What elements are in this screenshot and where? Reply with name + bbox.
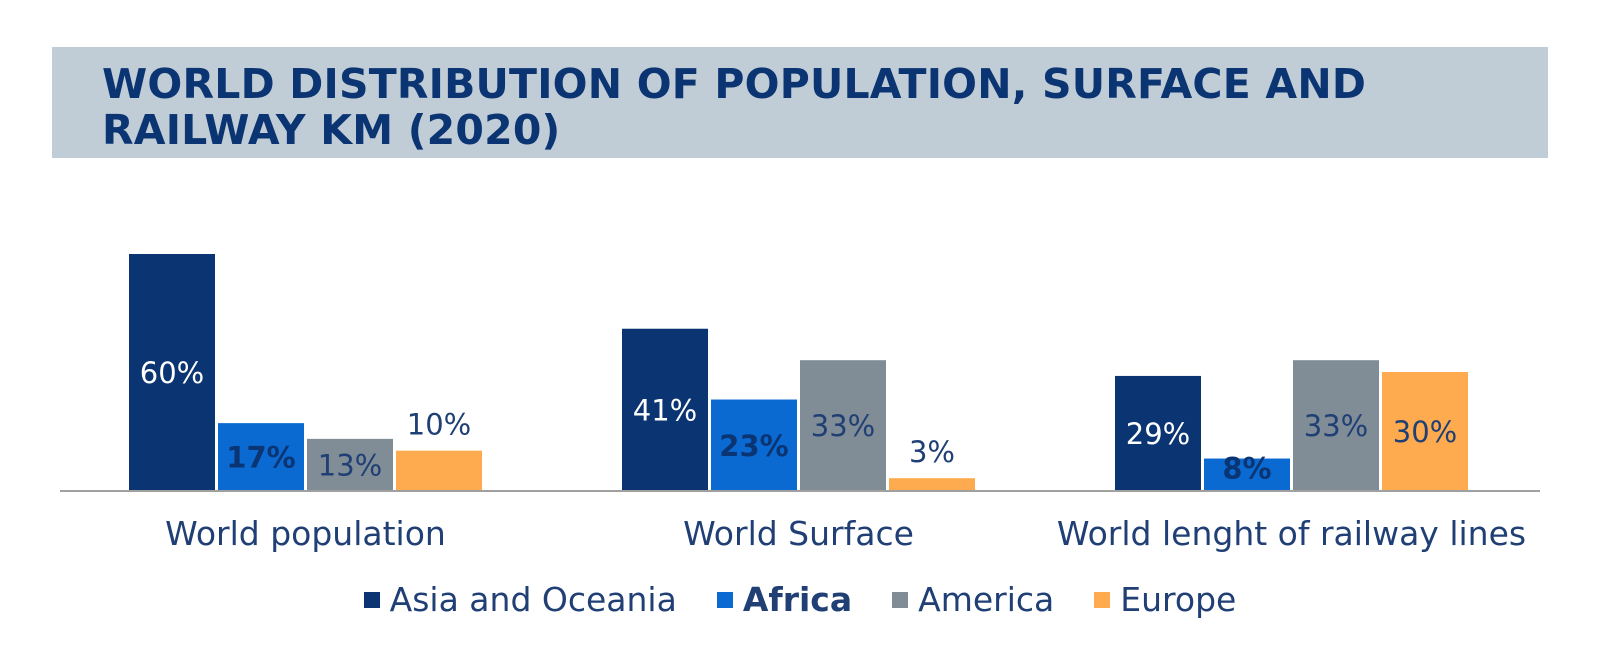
- data-label-europe-world-lenght-of-railway-lines: 30%: [1393, 415, 1457, 449]
- legend-label-asia: Asia and Oceania: [389, 580, 677, 619]
- legend-item-asia: Asia and Oceania: [363, 580, 677, 619]
- data-label-europe-world-population: 10%: [407, 408, 471, 442]
- data-label-africa-world-population: 17%: [226, 441, 295, 475]
- data-label-america-world-surface: 33%: [811, 409, 875, 443]
- legend-item-africa: Africa: [716, 580, 853, 619]
- legend: Asia and Oceania Africa America Europe: [0, 580, 1600, 619]
- legend-item-europe: Europe: [1094, 580, 1236, 619]
- bar-america-world-lenght-of-railway-lines: [1293, 360, 1379, 490]
- data-label-america-world-lenght-of-railway-lines: 33%: [1304, 409, 1368, 443]
- bar-africa-world-population: [218, 423, 304, 490]
- legend-swatch-africa: [716, 591, 733, 608]
- bar-america-world-population: [307, 438, 393, 490]
- data-label-asia-world-population: 60%: [140, 356, 204, 390]
- page-title: WORLD DISTRIBUTION OF POPULATION, SURFAC…: [102, 60, 1367, 154]
- data-label-europe-world-surface: 3%: [909, 435, 955, 469]
- bar-europe-world-population: [396, 450, 482, 490]
- legend-label-america: America: [918, 580, 1055, 619]
- bar-europe-world-surface: [889, 478, 975, 490]
- category-label-world-lenght-of-railway-lines: World lenght of railway lines: [1057, 514, 1526, 553]
- legend-swatch-asia: [363, 591, 380, 608]
- bar-africa-world-surface: [711, 399, 797, 490]
- bar-asia-world-population: [129, 254, 215, 490]
- category-label-world-population: World population: [165, 514, 446, 553]
- legend-swatch-america: [892, 591, 909, 608]
- bar-europe-world-lenght-of-railway-lines: [1382, 372, 1468, 490]
- data-label-africa-world-lenght-of-railway-lines: 8%: [1222, 451, 1271, 485]
- legend-item-america: America: [892, 580, 1054, 619]
- legend-swatch-europe: [1094, 591, 1111, 608]
- data-label-asia-world-lenght-of-railway-lines: 29%: [1126, 417, 1190, 451]
- data-label-america-world-population: 13%: [318, 448, 382, 482]
- legend-label-africa: Africa: [742, 580, 853, 619]
- category-label-world-surface: World Surface: [683, 514, 914, 553]
- bar-asia-world-surface: [622, 328, 708, 490]
- data-label-asia-world-surface: 41%: [633, 393, 697, 427]
- legend-label-europe: Europe: [1120, 580, 1237, 619]
- bar-america-world-surface: [800, 360, 886, 490]
- data-label-africa-world-surface: 23%: [719, 429, 788, 463]
- bar-asia-world-lenght-of-railway-lines: [1115, 375, 1201, 490]
- title-banner: WORLD DISTRIBUTION OF POPULATION, SURFAC…: [52, 47, 1548, 158]
- bar-africa-world-lenght-of-railway-lines: [1204, 458, 1290, 490]
